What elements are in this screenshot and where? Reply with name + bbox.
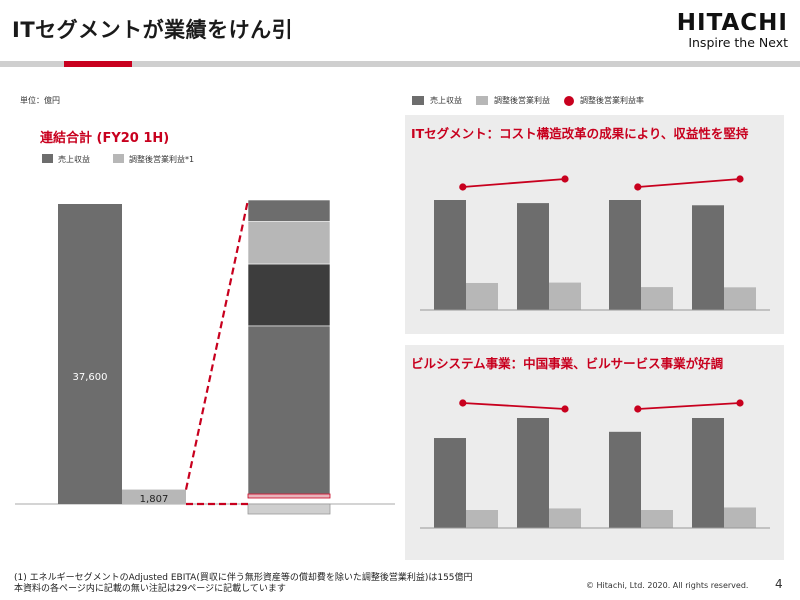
it-margin-line-1 <box>637 178 741 188</box>
hitachi-logo: HITACHI Inspire the Next <box>677 10 788 50</box>
it-revenue-bar-0 <box>434 200 466 310</box>
it-margin-dot-2 <box>634 183 642 191</box>
breakdown-bar-0 <box>247 199 331 222</box>
revenue-swatch <box>412 96 424 105</box>
top-legend: 売上収益 調整後営業利益 調整後営業利益率 <box>412 95 644 106</box>
header-rule-accent <box>64 61 132 67</box>
it-profit-bar-0 <box>466 282 498 310</box>
bs-profit-bar-3 <box>724 507 756 528</box>
breakdown-bar-3 <box>247 325 331 495</box>
building-systems-chart <box>420 399 770 529</box>
breakdown-bar-2 <box>247 263 331 327</box>
bs-profit-bar-1 <box>549 508 581 528</box>
building-systems-panel: ビルシステム事業：中国事業、ビルサービス事業が好調 <box>405 345 784 560</box>
bs-margin-dot-0 <box>459 399 467 407</box>
consolidated-title: 連結合計 (FY20 1H) <box>40 130 169 146</box>
logo-name: HITACHI <box>676 10 788 36</box>
it-revenue-bar-1 <box>517 203 549 310</box>
consolidated-profit-label: 1,807 <box>140 494 169 505</box>
bs-profit-bar-2 <box>641 510 673 528</box>
bs-revenue-bar-3 <box>692 418 724 528</box>
breakdown-bar-5 <box>247 503 331 515</box>
it-margin-dot-3 <box>736 175 744 183</box>
consolidated-profit-bar <box>122 489 186 504</box>
it-margin-line-0 <box>462 178 566 188</box>
header-rule <box>0 61 800 67</box>
it-segment-panel: ITセグメント：コスト構造改革の成果により、収益性を堅持 <box>405 115 784 334</box>
margin-marker-icon <box>564 95 574 106</box>
bs-margin-dot-2 <box>634 405 642 413</box>
it-margin-dot-1 <box>561 175 569 183</box>
building-panel-title: ビルシステム事業：中国事業、ビルサービス事業が好調 <box>411 356 724 371</box>
bs-profit-bar-0 <box>466 510 498 528</box>
legend-profit: 調整後営業利益 <box>494 96 550 105</box>
footnote-line-2: 本資料の各ページ内に記載の無い注記は29ページに記載しています <box>14 584 286 594</box>
legend-revenue-swatch <box>42 154 53 163</box>
legend-profit-swatch <box>113 154 124 163</box>
consolidated-legend-revenue: 売上収益 <box>58 154 90 164</box>
consolidated-revenue-bar <box>58 204 122 504</box>
bs-margin-line-1 <box>637 402 741 410</box>
bs-margin-line-0 <box>462 402 566 410</box>
logo-tagline: Inspire the Next <box>688 35 788 50</box>
legend-revenue: 売上収益 <box>430 96 462 105</box>
it-revenue-bar-3 <box>692 205 724 310</box>
bs-margin-dot-1 <box>561 405 569 413</box>
unit-label: 単位：億円 <box>20 96 60 105</box>
consolidated-revenue-label: 37,600 <box>73 372 108 383</box>
bs-margin-dot-3 <box>736 399 744 407</box>
breakdown-bar-4 <box>247 493 331 499</box>
it-segment-chart <box>420 175 770 311</box>
consolidated-chart: 連結合計 (FY20 1H) 売上収益 調整後営業利益*1 37,600 1,80… <box>15 130 395 515</box>
it-margin-dot-0 <box>459 183 467 191</box>
bs-revenue-bar-1 <box>517 418 549 528</box>
it-revenue-bar-2 <box>609 200 641 310</box>
legend-margin: 調整後営業利益率 <box>580 96 644 105</box>
page-title: ITセグメントが業績をけん引 <box>12 18 294 42</box>
copyright: © Hitachi, Ltd. 2020. All rights reserve… <box>586 581 749 590</box>
connector-top <box>184 199 250 490</box>
consolidated-legend-profit: 調整後営業利益*1 <box>129 154 194 164</box>
it-profit-bar-2 <box>641 287 673 310</box>
footnote: (1) エネルギーセグメントのAdjusted EBITA(買収に伴う無形資産等… <box>14 573 473 595</box>
breakdown-bar-1 <box>247 221 331 265</box>
page-number: 4 <box>775 577 783 591</box>
it-profit-bar-1 <box>549 282 581 310</box>
profit-swatch <box>476 96 488 105</box>
footnote-line-1: (1) エネルギーセグメントのAdjusted EBITA(買収に伴う無形資産等… <box>14 573 473 583</box>
it-profit-bar-3 <box>724 287 756 310</box>
it-panel-title: ITセグメント：コスト構造改革の成果により、収益性を堅持 <box>411 126 749 141</box>
bs-revenue-bar-2 <box>609 431 641 528</box>
bs-revenue-bar-0 <box>434 438 466 528</box>
